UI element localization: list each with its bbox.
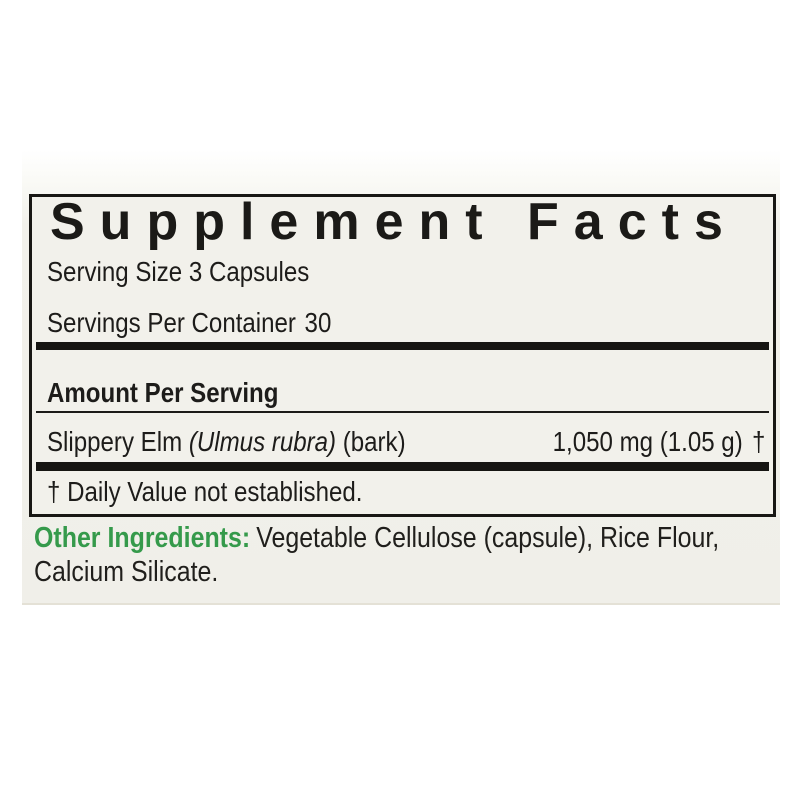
servings-per-container-row: Servings Per Container 30	[47, 308, 765, 338]
thick-divider-bottom	[36, 462, 769, 471]
other-ingredients-label: Other Ingredients:	[34, 522, 251, 554]
daily-value-footnote: † Daily Value not established.	[47, 476, 363, 507]
serving-size-row: Serving Size 3 Capsules	[47, 257, 765, 287]
other-ingredients-line2: Calcium Silicate.	[34, 556, 219, 588]
supplement-label: Supplement Facts Serving Size 3 Capsules…	[22, 150, 780, 605]
serving-size-text: Serving Size 3 Capsules	[47, 256, 310, 287]
servings-per-container-value: 30	[304, 307, 332, 338]
other-ingredients-line1: Vegetable Cellulose (capsule), Rice Flou…	[256, 522, 720, 554]
supplement-facts-panel: Supplement Facts Serving Size 3 Capsules…	[29, 194, 776, 517]
thick-divider-top	[36, 342, 769, 350]
other-ingredients: Other Ingredients: Vegetable Cellulose (c…	[34, 521, 719, 589]
panel-title: Supplement Facts	[50, 193, 738, 251]
ingredient-amount: 1,050 mg (1.05 g) †	[552, 427, 765, 457]
ingredient-amount-value: 1,050 mg (1.05 g)	[552, 426, 743, 457]
ingredient-plant-part: (bark)	[342, 426, 406, 457]
ingredient-botanical-name: (Ulmus rubra)	[188, 426, 337, 457]
ingredient-name: Slippery Elm (Ulmus rubra) (bark)	[47, 427, 406, 457]
ingredient-common-name: Slippery Elm	[47, 426, 183, 457]
servings-per-container-label: Servings Per Container	[47, 307, 296, 338]
daily-value-dagger-symbol: †	[751, 426, 765, 457]
thin-divider	[36, 411, 769, 413]
ingredient-row: Slippery Elm (Ulmus rubra) (bark) 1,050 …	[47, 427, 765, 457]
amount-per-serving-heading: Amount Per Serving	[47, 377, 279, 408]
